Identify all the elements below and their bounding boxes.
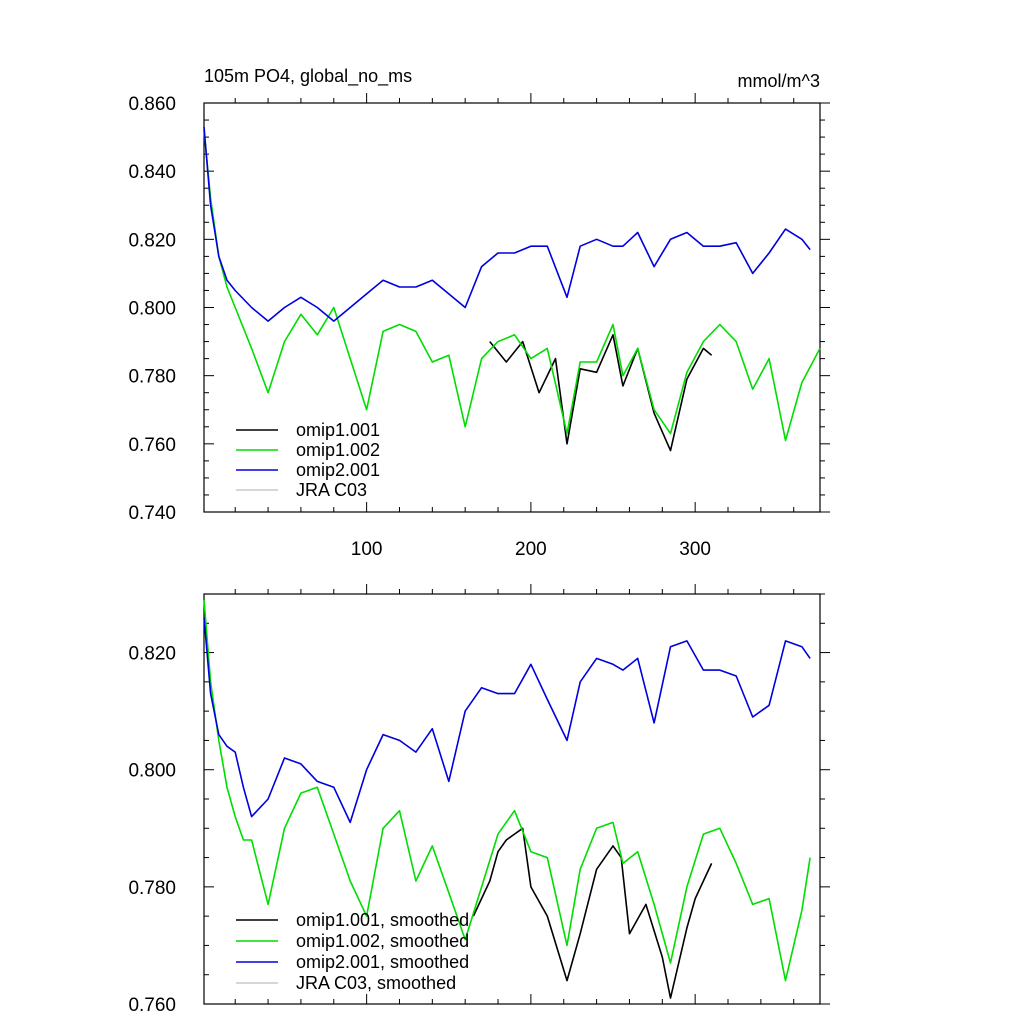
series-line <box>203 130 821 442</box>
legend-label: omip1.002, smoothed <box>296 931 469 951</box>
y-tick-label: 0.800 <box>128 299 176 320</box>
chart-title: 105m PO4, global_no_ms <box>204 66 412 87</box>
y-tick-label: 0.860 <box>128 94 176 115</box>
y-tick-label: 0.760 <box>128 995 176 1016</box>
y-tick-label: 0.760 <box>128 435 176 456</box>
x-tick-label: 200 <box>515 539 547 560</box>
y-tick-label: 0.780 <box>128 878 176 899</box>
legend-label: omip1.001 <box>296 420 380 440</box>
legend-label: omip2.001, smoothed <box>296 952 469 972</box>
series-line <box>203 599 811 982</box>
y-tick-label: 0.820 <box>128 644 176 665</box>
bottom-panel: 0.760 0.780 0.800 0.820 omip1.001, smoothed… <box>128 584 830 1016</box>
x-tick-label: 100 <box>351 539 383 560</box>
series-line <box>472 827 713 999</box>
legend-label: omip2.001 <box>296 460 380 480</box>
series-group <box>203 126 821 452</box>
legend-label: omip1.001, smoothed <box>296 910 469 930</box>
y-tick-label: 0.840 <box>128 162 176 183</box>
top-panel: 105m PO4, global_no_ms mmol/m^3 0.7400.7… <box>128 66 830 560</box>
series-line <box>489 333 713 452</box>
y-tick-label: 0.800 <box>128 761 176 782</box>
legend-label: JRA C03, smoothed <box>296 973 456 993</box>
series-group <box>203 599 811 999</box>
x-tick-label: 300 <box>679 539 711 560</box>
y-tick-label: 0.780 <box>128 367 176 388</box>
series-line <box>203 126 811 322</box>
axis-ticks: 0.760 0.780 0.800 0.820 <box>128 584 830 1016</box>
y-tick-label: 0.740 <box>128 503 176 524</box>
legend-label: omip1.002 <box>296 440 380 460</box>
series-line <box>203 617 811 824</box>
y-tick-label: 0.820 <box>128 230 176 251</box>
units-label: mmol/m^3 <box>738 71 820 91</box>
axis-ticks: 0.740 0.760 0.780 0.800 0.820 0.840 0.860 100 20… <box>128 93 830 560</box>
legend-label: JRA C03 <box>296 480 367 500</box>
